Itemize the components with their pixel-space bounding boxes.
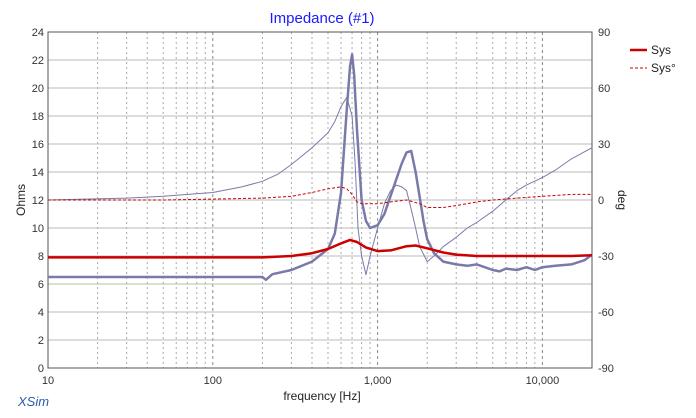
legend-label-sys-phase: Sys° <box>651 61 676 75</box>
series-line-sys-phase <box>48 186 592 208</box>
y-right-tick-label: 0 <box>598 195 604 207</box>
xsim-logo: XSim <box>17 394 49 409</box>
legend-label-sys: Sys <box>651 43 671 57</box>
series-layer <box>47 53 593 282</box>
y-left-tick-label: 4 <box>38 307 44 319</box>
legend: Sys Sys° <box>630 43 676 75</box>
y-left-tick-label: 18 <box>32 111 44 123</box>
y-left-tick-label: 16 <box>32 139 44 151</box>
series-line-reference-phase <box>47 96 593 276</box>
y-right-tick-label: -30 <box>598 251 614 263</box>
x-tick-label: 1,000 <box>364 375 392 387</box>
y-left-axis-label: Ohms <box>14 184 28 216</box>
y-right-tick-label: 90 <box>598 27 610 39</box>
series-line-sys <box>48 238 593 259</box>
y-left-tick-label: 6 <box>38 279 44 291</box>
x-tick-label: 10 <box>42 375 54 387</box>
y-right-tick-label: -60 <box>598 307 614 319</box>
y-left-tick-label: 12 <box>32 195 44 207</box>
y-left-tick-label: 20 <box>32 83 44 95</box>
y-right-tick-label: 30 <box>598 139 610 151</box>
y-right-tick-label: -90 <box>598 363 614 375</box>
x-tick-label: 100 <box>204 375 222 387</box>
y-left-tick-label: 8 <box>38 251 44 263</box>
y-left-tick-label: 10 <box>32 223 44 235</box>
y-right-axis-label: deg <box>615 190 629 210</box>
y-left-tick-label: 22 <box>32 55 44 67</box>
y-right-tick-label: 60 <box>598 83 610 95</box>
x-axis-ticks: 10 100 1,000 10,000 <box>42 375 559 387</box>
series-line-reference-impedance <box>48 53 593 282</box>
x-tick-label: 10,000 <box>526 375 560 387</box>
chart-title: Impedance (#1) <box>269 10 374 27</box>
x-axis-label: frequency [Hz] <box>283 389 360 403</box>
y-left-tick-label: 0 <box>38 363 44 375</box>
y-right-axis-ticks: 90 60 30 0 -30 -60 -90 <box>598 27 614 375</box>
y-left-tick-label: 24 <box>32 27 44 39</box>
y-left-tick-label: 2 <box>38 335 44 347</box>
y-left-tick-label: 14 <box>32 167 44 179</box>
